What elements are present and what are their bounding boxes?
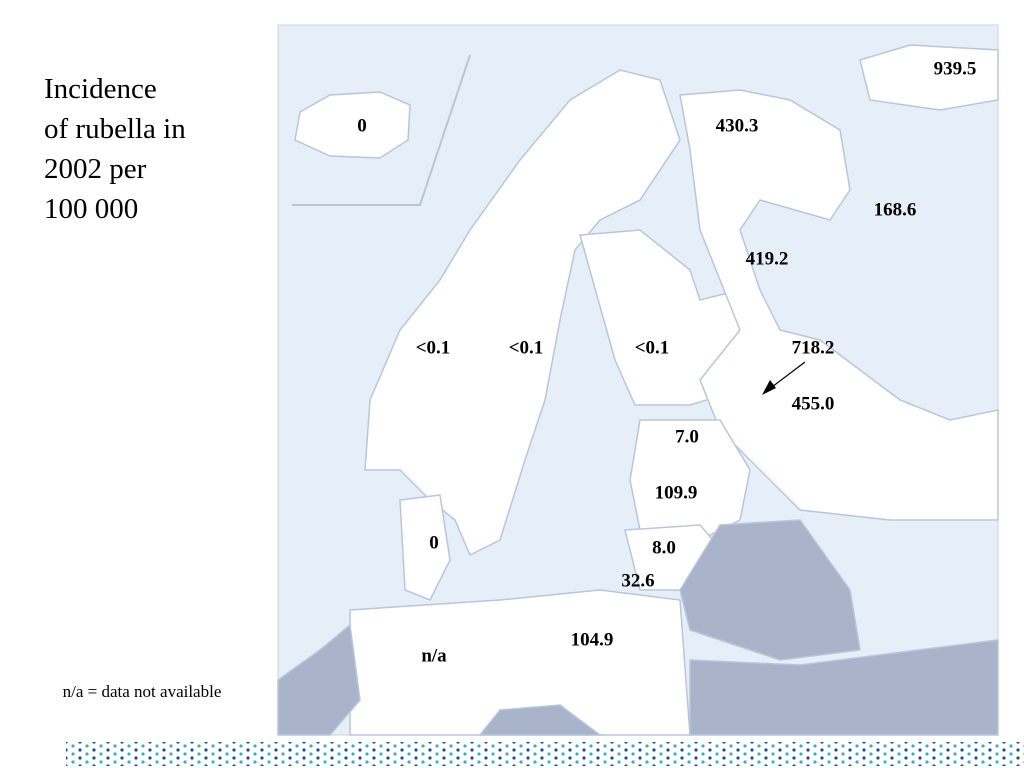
pointer-head xyxy=(762,380,776,395)
central-europe xyxy=(349,589,691,736)
map-label: 939.5 xyxy=(934,58,977,79)
scandinavia xyxy=(364,69,681,557)
map-label: 104.9 xyxy=(571,629,614,650)
map-label: 7.0 xyxy=(675,426,699,447)
map-label: 455.0 xyxy=(792,393,835,414)
map-label: 430.3 xyxy=(716,115,759,136)
map-label: 0 xyxy=(429,532,439,553)
iceland xyxy=(294,91,411,159)
russia xyxy=(679,44,999,521)
map-label: 0 xyxy=(357,115,367,136)
map-label: n/a xyxy=(421,645,447,666)
denmark xyxy=(399,494,451,601)
map-label: 168.6 xyxy=(874,199,917,220)
map-label: 8.0 xyxy=(652,537,676,558)
map-label: <0.1 xyxy=(416,337,451,358)
title-line: 2002 per xyxy=(44,153,147,185)
map-label: <0.1 xyxy=(635,337,670,358)
map-label: 718.2 xyxy=(792,337,835,358)
ukraine xyxy=(689,639,999,736)
decoration-dots xyxy=(66,742,1024,766)
inset-border xyxy=(292,54,471,206)
pointer-line xyxy=(767,361,806,391)
map-label: <0.1 xyxy=(509,337,544,358)
map-label: 32.6 xyxy=(621,570,654,591)
west-grey xyxy=(277,623,361,736)
south-grey xyxy=(478,704,603,736)
title-line: Incidence xyxy=(44,73,157,105)
map-label: 419.2 xyxy=(746,248,789,269)
title-line: 100 000 xyxy=(44,193,138,225)
title-line: of rubella in xyxy=(44,113,186,145)
belarus xyxy=(679,519,861,661)
map-label: 109.9 xyxy=(655,482,698,503)
map: 939.5 0 430.3 168.6 419.2 <0.1 <0.1 <0.1… xyxy=(277,24,999,736)
note: n/a = data not available xyxy=(63,682,222,701)
